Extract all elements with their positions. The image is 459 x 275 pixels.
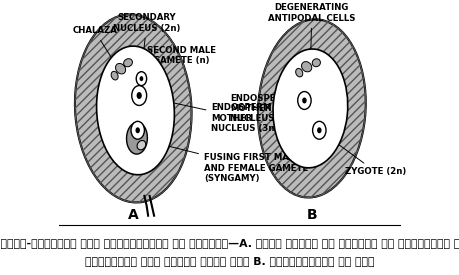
Circle shape bbox=[297, 92, 310, 109]
Text: भ्रूणकोष में मुक्त करना तथा B. द्विनिषेचन के बाद: भ्रूणकोष में मुक्त करना तथा B. द्विनिषेच… bbox=[85, 256, 374, 266]
Circle shape bbox=[312, 121, 325, 139]
Circle shape bbox=[135, 127, 140, 133]
Circle shape bbox=[316, 127, 321, 133]
Ellipse shape bbox=[301, 62, 311, 72]
Text: SECONDARY
NUCLEUS (2n): SECONDARY NUCLEUS (2n) bbox=[113, 13, 180, 93]
Text: B: B bbox=[306, 208, 317, 222]
Ellipse shape bbox=[115, 64, 125, 74]
Ellipse shape bbox=[257, 19, 365, 197]
Text: CHALAZA: CHALAZA bbox=[72, 26, 117, 60]
Circle shape bbox=[139, 76, 143, 81]
Text: चित्र-बीजाण्ड में द्विनिषेचन की क्रिया—A. पराग नलिका के द्वारा नर युग्मकों को: चित्र-बीजाण्ड में द्विनिषेचन की क्रिया—A… bbox=[0, 238, 459, 248]
Ellipse shape bbox=[295, 68, 302, 77]
Text: A: A bbox=[128, 208, 138, 222]
Ellipse shape bbox=[96, 46, 174, 175]
Ellipse shape bbox=[137, 141, 146, 150]
Text: ENDOSPERM
MOTHER
NUCLEUS (3n): ENDOSPERM MOTHER NUCLEUS (3n) bbox=[230, 94, 304, 123]
Ellipse shape bbox=[272, 49, 347, 168]
Text: ZYGOTE (2n): ZYGOTE (2n) bbox=[321, 132, 406, 177]
Ellipse shape bbox=[123, 59, 132, 67]
Ellipse shape bbox=[312, 59, 320, 67]
Circle shape bbox=[131, 121, 144, 139]
Circle shape bbox=[136, 72, 146, 86]
Circle shape bbox=[136, 92, 141, 99]
Text: ENDOSPERM
MOTHER
NUCLEUS (3n): ENDOSPERM MOTHER NUCLEUS (3n) bbox=[142, 96, 278, 133]
Text: DEGENERATING
ANTIPODAL CELLS: DEGENERATING ANTIPODAL CELLS bbox=[268, 3, 355, 64]
Ellipse shape bbox=[75, 14, 191, 202]
Ellipse shape bbox=[111, 71, 118, 80]
Text: FUSING FIRST MALE
AND FEMALE GAMETE
(SYNGAMY): FUSING FIRST MALE AND FEMALE GAMETE (SYN… bbox=[140, 139, 308, 183]
Circle shape bbox=[302, 98, 306, 103]
Text: SECOND MALE
GAMETE (n): SECOND MALE GAMETE (n) bbox=[144, 46, 216, 77]
Ellipse shape bbox=[126, 122, 147, 154]
Circle shape bbox=[131, 86, 146, 105]
